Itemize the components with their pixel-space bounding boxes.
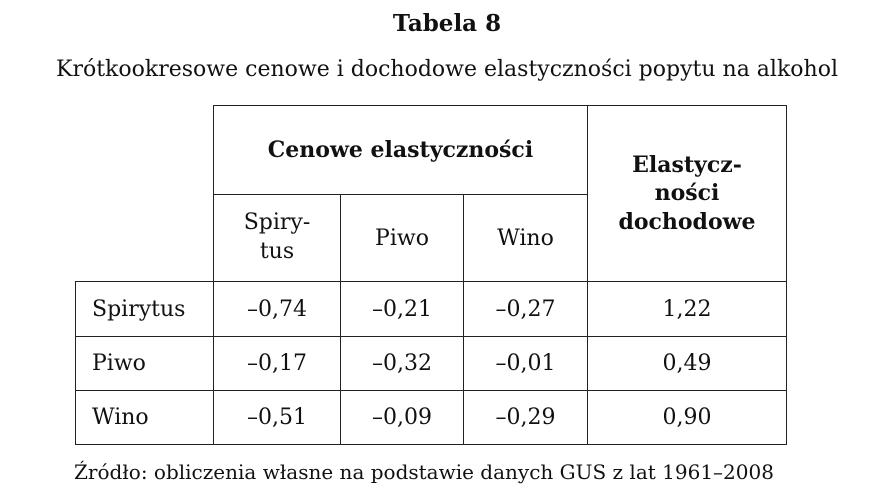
row-label: Wino bbox=[75, 390, 214, 445]
value-cell: –0,09 bbox=[340, 390, 464, 445]
income-header-line: Elastycz- bbox=[632, 151, 742, 178]
corner-cell bbox=[75, 105, 214, 282]
value-cell: 0,90 bbox=[587, 390, 787, 445]
value-cell: –0,32 bbox=[340, 336, 464, 391]
subheader-beer: Piwo bbox=[340, 194, 464, 282]
subheader-wine: Wino bbox=[463, 194, 588, 282]
value-cell: –0,51 bbox=[213, 390, 341, 445]
elasticity-table: Cenowe elastyczności Elastycz- ności doc… bbox=[75, 105, 787, 445]
value-cell: –0,27 bbox=[463, 281, 588, 337]
table-row: Piwo –0,17 –0,32 –0,01 0,49 bbox=[75, 336, 787, 391]
value-cell: –0,29 bbox=[463, 390, 588, 445]
table-number: Tabela 8 bbox=[392, 10, 502, 37]
table-row: Wino –0,51 –0,09 –0,29 0,90 bbox=[75, 390, 787, 445]
income-header-line: dochodowe bbox=[618, 208, 756, 235]
price-elasticities-header: Cenowe elastyczności bbox=[213, 105, 588, 195]
value-cell: –0,17 bbox=[213, 336, 341, 391]
income-elasticities-header: Elastycz- ności dochodowe bbox=[587, 105, 787, 282]
subheader-line: tus bbox=[259, 239, 295, 264]
header-row-1: Cenowe elastyczności Elastycz- ności doc… bbox=[75, 105, 787, 282]
source-note: Źródło: obliczenia własne na podstawie d… bbox=[74, 460, 774, 484]
row-label: Spirytus bbox=[75, 281, 214, 337]
subheader-line: Spiry- bbox=[243, 210, 311, 236]
value-cell: 0,49 bbox=[587, 336, 787, 391]
value-cell: –0,01 bbox=[463, 336, 588, 391]
subheader-spirits: Spiry- tus bbox=[213, 194, 341, 282]
table-row: Spirytus –0,74 –0,21 –0,27 1,22 bbox=[75, 281, 787, 337]
value-cell: –0,74 bbox=[213, 281, 341, 337]
table-title: Krótkookresowe cenowe i dochodowe elasty… bbox=[56, 57, 838, 82]
value-cell: 1,22 bbox=[587, 281, 787, 337]
row-label: Piwo bbox=[75, 336, 214, 391]
value-cell: –0,21 bbox=[340, 281, 464, 337]
income-header-line: ności bbox=[654, 180, 720, 207]
